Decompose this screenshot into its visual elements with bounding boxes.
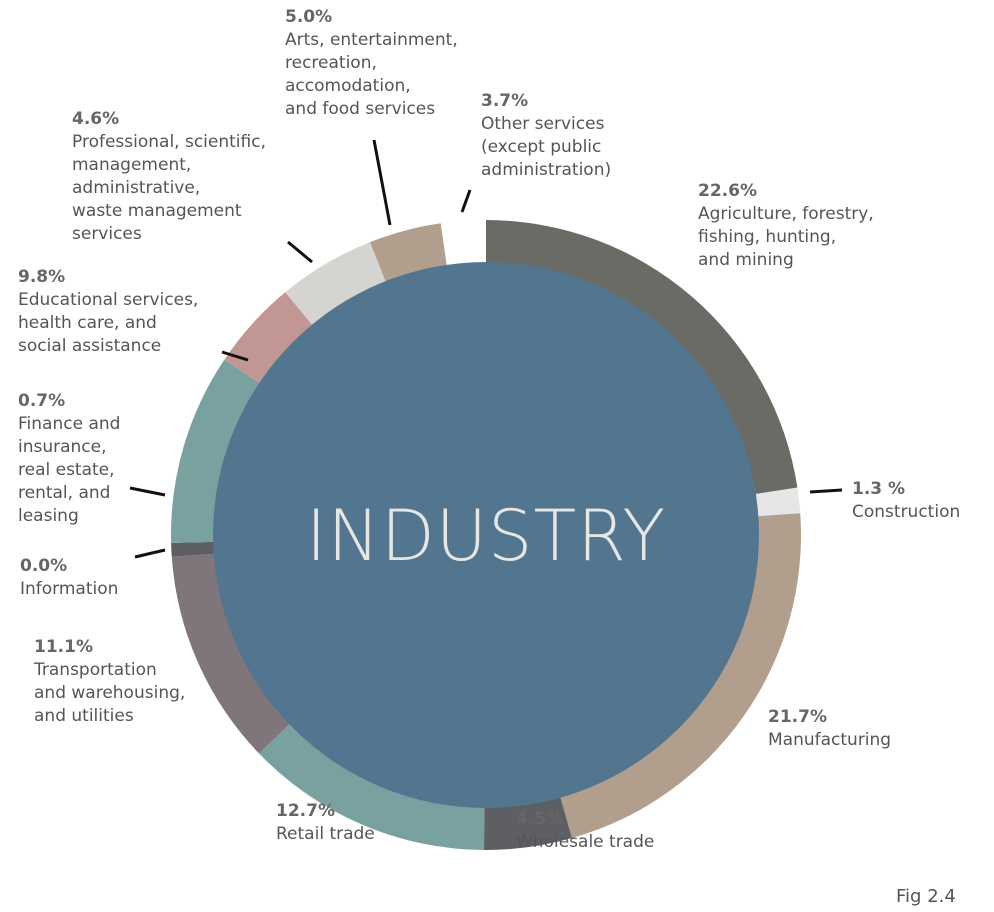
center-circle bbox=[213, 262, 759, 808]
value-label: 9.8% bbox=[18, 267, 66, 287]
ring-segment bbox=[370, 223, 447, 283]
leader-line bbox=[129, 486, 166, 497]
category-label: Construction bbox=[852, 502, 961, 522]
slice-label: 0.0% Information bbox=[20, 555, 118, 601]
value-label: 4.6% bbox=[72, 109, 120, 129]
slice-label: 4.5% Wholesale trade bbox=[516, 808, 654, 854]
leader-line bbox=[134, 548, 166, 559]
category-label: Wholesale trade bbox=[516, 832, 655, 852]
ring-segment bbox=[171, 553, 291, 754]
ring-segment bbox=[285, 242, 386, 326]
ring-segment bbox=[560, 513, 801, 839]
category-label: Transportation and warehousing, and util… bbox=[34, 660, 186, 726]
category-label: Agriculture, forestry, fishing, hunting,… bbox=[698, 204, 874, 270]
slice-label: 5.0% Arts, entertainment, recreation, acc… bbox=[285, 6, 458, 121]
value-label: 0.7% bbox=[18, 391, 66, 411]
slice-label: 22.6% Agriculture, forestry, fishing, hun… bbox=[698, 180, 874, 272]
category-label: Finance and insurance, real estate, rent… bbox=[18, 414, 121, 526]
leader-line bbox=[372, 139, 392, 226]
ring-segment bbox=[259, 723, 485, 850]
slice-label: 12.7% Retail trade bbox=[276, 800, 375, 846]
ring-segment bbox=[754, 487, 801, 517]
ring-segment bbox=[484, 796, 572, 850]
leader-line bbox=[221, 350, 249, 362]
leader-line bbox=[460, 189, 472, 213]
ring-segment bbox=[171, 541, 215, 557]
value-label: 21.7% bbox=[768, 707, 827, 727]
slice-label: 21.7% Manufacturing bbox=[768, 706, 891, 752]
value-label: 12.7% bbox=[276, 801, 335, 821]
slice-label: 4.6% Professional, scientific, management… bbox=[72, 108, 266, 246]
value-label: 5.0% bbox=[285, 7, 333, 27]
value-label: 11.1% bbox=[34, 637, 93, 657]
slice-label: 9.8% Educational services, health care, a… bbox=[18, 266, 198, 358]
leader-line bbox=[287, 240, 313, 264]
value-label: 4.5% bbox=[516, 809, 564, 829]
value-label: 1.3 % bbox=[852, 479, 906, 499]
category-label: Manufacturing bbox=[768, 730, 892, 750]
category-label: Professional, scientific, management, ad… bbox=[72, 132, 266, 244]
leader-line bbox=[809, 488, 843, 494]
value-label: 22.6% bbox=[698, 181, 757, 201]
category-label: Information bbox=[20, 579, 119, 599]
slice-label: 1.3 % Construction bbox=[852, 478, 960, 524]
slice-label: 3.7% Other services (except public admini… bbox=[481, 90, 611, 182]
ring-segment bbox=[171, 359, 261, 543]
category-label: Educational services, health care, and s… bbox=[18, 290, 199, 356]
category-label: Arts, entertainment, recreation, accomod… bbox=[285, 30, 458, 119]
ring-segment bbox=[486, 220, 798, 495]
value-label: 3.7% bbox=[481, 91, 529, 111]
figure-note: Fig 2.4 bbox=[896, 886, 956, 907]
category-label: Other services (except public administra… bbox=[481, 114, 612, 180]
category-label: Retail trade bbox=[276, 824, 375, 844]
center-title: INDUSTRY bbox=[306, 495, 666, 577]
slice-label: 11.1% Transportation and warehousing, and… bbox=[34, 636, 185, 728]
slice-label: 0.7% Finance and insurance, real estate, … bbox=[18, 390, 120, 528]
value-label: 0.0% bbox=[20, 556, 68, 576]
